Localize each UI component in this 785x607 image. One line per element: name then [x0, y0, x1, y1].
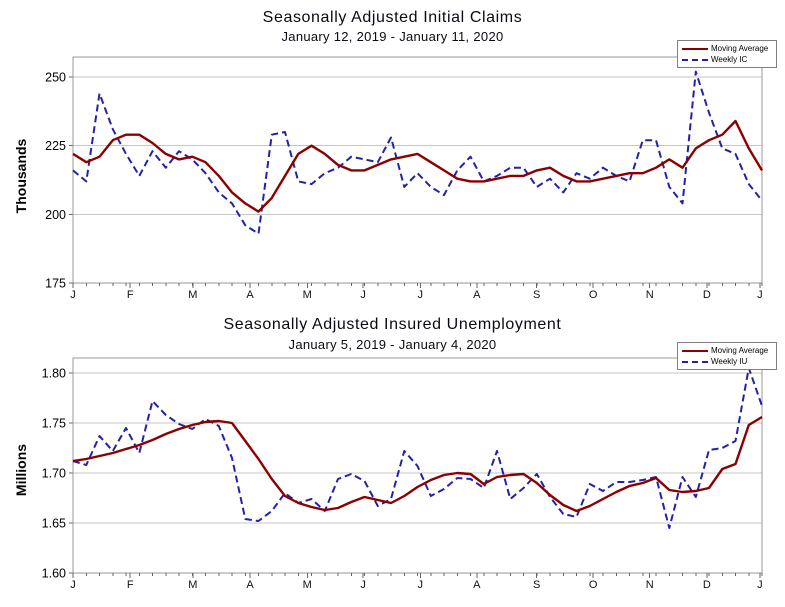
moving-average-line-sample — [682, 47, 708, 50]
weekly-ic-line-sample — [682, 58, 708, 61]
legend-label-weekly-ic: Weekly IC — [711, 54, 748, 64]
x-axis-month-label: M — [188, 579, 197, 591]
y-tick-label: 250 — [45, 71, 66, 85]
moving-average-line-sample — [682, 349, 708, 352]
chart1-plot-area: 250 225 200 175 J F M A M J J A S O N D J — [45, 56, 764, 301]
x-axis-month-label: J — [418, 579, 424, 591]
x-axis-month-label: S — [533, 289, 540, 301]
legend-label-moving-average: Moving Average — [711, 43, 769, 53]
x-axis-month-label: A — [473, 579, 481, 591]
x-axis-month-label: S — [533, 579, 540, 591]
y-tick-label: 175 — [45, 277, 66, 291]
legend-item-weekly-iu: Weekly IU — [682, 356, 774, 367]
x-axis-month-label: J — [757, 579, 763, 591]
moving-average-series-line — [72, 415, 763, 513]
chart2-subtitle: January 5, 2019 - January 4, 2020 — [288, 337, 497, 352]
x-axis-month-label: O — [589, 289, 598, 301]
x-axis-month-label: J — [360, 579, 366, 591]
x-axis-month-label: J — [360, 289, 366, 301]
x-axis-month-label: M — [303, 289, 312, 301]
chart2-legend: Moving Average Weekly IU — [677, 342, 777, 370]
chart2-plot-area: 1.80 1.75 1.70 1.65 1.60 J F M A M J J A S O N D J — [42, 357, 763, 591]
y-tick-label: 1.60 — [42, 567, 66, 581]
chart2-title: Seasonally Adjusted Insured Unemployment — [223, 316, 562, 333]
x-axis-month-label: N — [646, 289, 654, 301]
x-axis-month-label: M — [188, 289, 197, 301]
y-tick-label: 200 — [45, 208, 66, 222]
legend-label-weekly-iu: Weekly IU — [711, 356, 748, 366]
chart1-legend: Moving Average Weekly IC — [677, 40, 777, 68]
x-axis-month-label: F — [127, 289, 134, 301]
legend-item-moving-average: Moving Average — [682, 43, 774, 54]
moving-average-series-line — [72, 119, 764, 213]
legend-item-moving-average: Moving Average — [682, 345, 774, 356]
x-axis-month-label: N — [646, 579, 654, 591]
y-tick-label: 1.80 — [42, 367, 66, 381]
x-axis-month-label: J — [757, 289, 763, 301]
x-axis-month-label: J — [418, 289, 424, 301]
chart1-title: Seasonally Adjusted Initial Claims — [262, 9, 523, 26]
weekly-iu-line-sample — [682, 360, 708, 363]
y-tick-label: 1.70 — [42, 467, 66, 481]
y-tick-label: 1.75 — [42, 417, 66, 431]
x-axis-month-label: J — [70, 579, 76, 591]
weekly-series-line — [72, 70, 763, 235]
x-axis-month-label: D — [703, 579, 711, 591]
legend-label-moving-average: Moving Average — [711, 345, 769, 355]
x-axis-month-label: D — [703, 289, 711, 301]
x-axis-month-label: A — [246, 579, 254, 591]
x-axis-month-label: A — [473, 289, 481, 301]
x-axis-month-label: O — [589, 579, 598, 591]
x-axis-month-label: F — [127, 579, 134, 591]
x-axis-month-label: J — [70, 289, 76, 301]
legend-item-weekly-ic: Weekly IC — [682, 54, 774, 65]
y-tick-label: 225 — [45, 139, 66, 153]
x-axis-month-label: M — [303, 579, 312, 591]
x-axis-month-label: A — [246, 289, 254, 301]
weekly-series-line — [72, 367, 763, 529]
y-tick-label: 1.65 — [42, 517, 66, 531]
plot-border — [72, 56, 763, 284]
chart1-subtitle: January 12, 2019 - January 11, 2020 — [281, 29, 504, 44]
